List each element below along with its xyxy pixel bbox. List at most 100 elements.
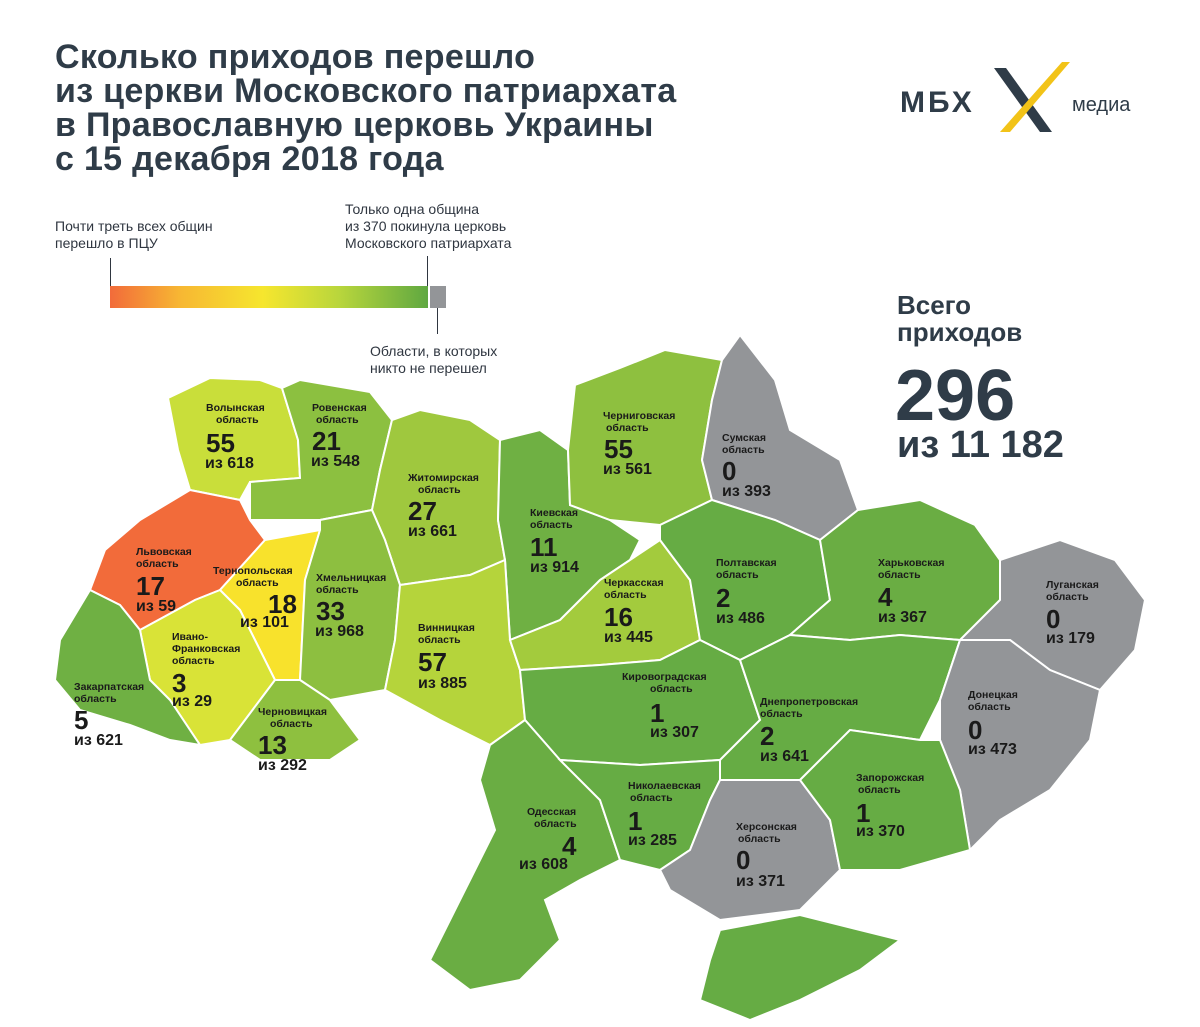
region-chernivtsi[interactable] (228, 679, 362, 761)
label-kyiv: Киевская область 11 из 914 (530, 507, 579, 576)
label-poltava-of: из 486 (716, 610, 765, 627)
legend-none-swatch (430, 286, 446, 308)
label-vinnytsia: Винницкая область 57 из 885 (418, 622, 475, 692)
label-rivne: Ровенская область 21 из 548 (311, 402, 367, 470)
label-volyn-name-1: Волынская (206, 402, 265, 414)
label-zaporizhzhia-of: из 370 (856, 823, 905, 840)
logo-mbx-text: МБХ (900, 86, 975, 119)
label-sumy-name-1: Сумская (722, 432, 766, 444)
label-kharkiv: Харьковская область 4 из 367 (878, 557, 945, 626)
label-odesa: Одесская область 4 из 608 (519, 806, 577, 873)
label-ivano-name-1: Ивано- (172, 631, 208, 643)
label-rivne-of: из 548 (311, 453, 360, 470)
title-line-2: из церкви Московского патриархата (55, 72, 677, 110)
legend-low-tick (427, 256, 428, 286)
label-vinnytsia-name-2: область (418, 634, 461, 646)
label-zhytomyr-name-1: Житомирская (407, 472, 479, 484)
label-odesa-of: из 608 (519, 856, 568, 873)
brand-logo: МБХ медиа (900, 60, 1160, 150)
legend-high-note: Почти треть всех общин перешло в ПЦУ (55, 218, 275, 252)
label-dnipro-value: 2 (760, 721, 774, 751)
label-ternopil-name-2: область (236, 577, 279, 589)
label-chernivtsi-of: из 292 (258, 757, 307, 774)
label-zaporizhzhia-name-2: область (858, 784, 901, 796)
label-sumy-value: 0 (722, 456, 736, 486)
label-dnipro: Днепропетровская область 2 из 641 (760, 696, 858, 765)
label-luhansk-name-1: Луганская (1046, 579, 1099, 591)
logo-media-text: медиа (1072, 94, 1131, 116)
label-khmelnytskyi: Хмельницкая область 33 из 968 (315, 572, 386, 640)
label-luhansk-of: из 179 (1046, 630, 1095, 647)
label-kharkiv-of: из 367 (878, 609, 927, 626)
region-vinnytsia[interactable] (383, 558, 527, 747)
label-vinnytsia-value: 57 (418, 647, 447, 677)
label-donetsk-name-1: Донецкая (968, 689, 1018, 701)
label-donetsk-of: из 473 (968, 741, 1017, 758)
legend-none-note-line-1: Области, в которых (370, 343, 498, 359)
label-cherkasy-name-1: Черкасская (604, 577, 664, 589)
label-mykolaiv-of: из 285 (628, 832, 677, 849)
label-volyn-of: из 618 (205, 455, 254, 472)
label-chernihiv: Черниговская область 55 из 561 (603, 410, 675, 478)
region-crimea[interactable] (698, 913, 903, 1022)
label-zhytomyr-name-2: область (418, 484, 461, 496)
label-dnipro-name-2: область (760, 708, 803, 720)
label-ivano-value: 3 (172, 668, 186, 698)
label-khmelnytskyi-name-1: Хмельницкая (316, 572, 386, 584)
label-khmelnytskyi-value: 33 (316, 596, 345, 626)
label-zhytomyr: Житомирская область 27 из 661 (407, 472, 479, 540)
label-kyiv-value: 11 (530, 532, 558, 562)
label-kharkiv-value: 4 (878, 582, 893, 612)
legend-high-note-line-2: перешло в ПЦУ (55, 235, 158, 251)
label-ivano-name-2: Франковская (172, 643, 240, 655)
label-luhansk: Луганская область 0 из 179 (1046, 579, 1099, 647)
label-donetsk-value: 0 (968, 715, 982, 745)
label-kirovohrad-name-2: область (650, 683, 693, 695)
label-chernihiv-name-2: область (606, 422, 649, 434)
label-mykolaiv-name-1: Николаевская (628, 780, 701, 792)
label-zhytomyr-of: из 661 (408, 523, 457, 540)
label-odesa-value: 4 (562, 831, 577, 861)
label-cherkasy-value: 16 (604, 602, 633, 632)
total-label-line-2: приходов (897, 317, 1023, 347)
label-volyn: Волынская область 55 из 618 (205, 402, 265, 472)
label-kirovohrad-name-1: Кировоградская (622, 671, 707, 683)
label-zakarpattia-name-2: область (74, 693, 117, 705)
label-cherkasy-of: из 445 (604, 629, 653, 646)
label-kherson-value: 0 (736, 845, 750, 875)
label-cherkasy: Черкасская область 16 из 445 (604, 577, 664, 646)
total-value: 296 (895, 356, 1016, 436)
label-kirovohrad: Кировоградская область 1 из 307 (622, 671, 707, 741)
label-kyiv-of: из 914 (530, 559, 579, 576)
label-lviv-of: из 59 (136, 598, 176, 615)
label-chernivtsi-name-1: Черновицкая (258, 706, 327, 718)
label-sumy-name-2: область (722, 444, 765, 456)
region-donetsk[interactable] (939, 639, 1102, 853)
label-dnipro-name-1: Днепропетровская (760, 696, 858, 708)
label-donetsk-name-2: область (968, 701, 1011, 713)
label-vinnytsia-name-1: Винницкая (418, 622, 475, 634)
legend-none-tick (437, 308, 438, 334)
label-luhansk-name-2: область (1046, 591, 1089, 603)
region-zakarpattia[interactable] (53, 588, 203, 747)
label-kherson: Херсонская область 0 из 371 (736, 821, 797, 890)
label-chernivtsi-value: 13 (258, 730, 287, 760)
title-line-4: с 15 декабря 2018 года (55, 140, 444, 178)
label-zakarpattia-value: 5 (74, 705, 88, 735)
label-ternopil-of: из 101 (240, 614, 289, 631)
region-chernihiv[interactable] (566, 348, 724, 527)
legend-low-note-line-1: Только одна община (345, 201, 480, 217)
label-kherson-name-2: область (738, 833, 781, 845)
label-dnipro-of: из 641 (760, 748, 809, 765)
title-line-3: в Православную церковь Украины (55, 106, 654, 144)
logo-x-icon (994, 62, 1070, 132)
label-rivne-name-1: Ровенская (312, 402, 367, 414)
label-ivano-name-3: область (172, 655, 215, 667)
total-of: из 11 182 (897, 424, 1064, 466)
label-poltava-value: 2 (716, 583, 730, 613)
region-zaporizhzhia[interactable] (798, 728, 972, 871)
label-ternopil: Тернопольская область 18 из 101 (213, 565, 297, 631)
label-chernihiv-value: 55 (604, 434, 633, 464)
label-mykolaiv-value: 1 (628, 806, 642, 836)
title-line-1: Сколько приходов перешло (55, 38, 536, 76)
